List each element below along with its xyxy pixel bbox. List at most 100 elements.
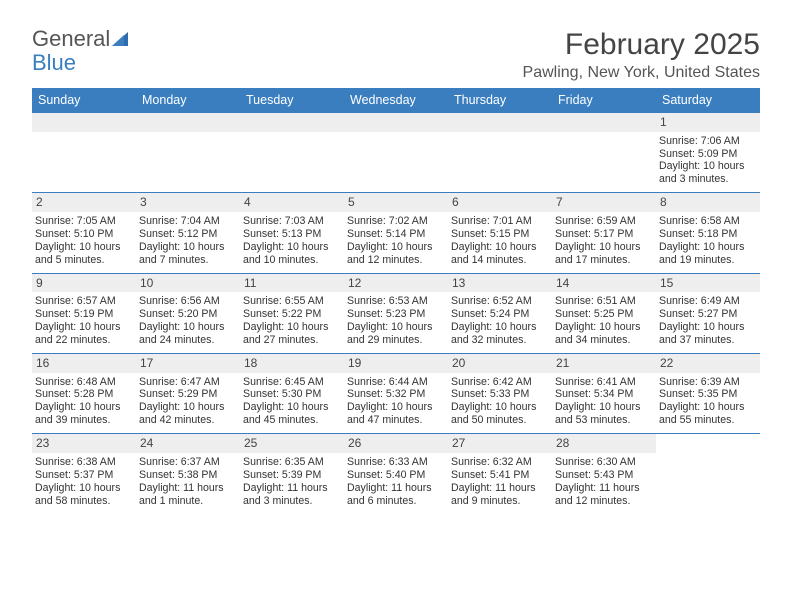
title-block: February 2025 Pawling, New York, United … (523, 28, 760, 82)
sunrise-text: Sunrise: 6:42 AM (451, 376, 549, 389)
day-number: 17 (136, 354, 240, 373)
day-number: 13 (448, 274, 552, 293)
daylight-text: and 53 minutes. (555, 414, 653, 427)
empty-day-cell (344, 113, 448, 192)
sunset-text: Sunset: 5:30 PM (243, 388, 341, 401)
sunrise-text: Sunrise: 6:30 AM (555, 456, 653, 469)
weekday-header: Tuesday (240, 89, 344, 112)
day-info: Sunrise: 6:49 AMSunset: 5:27 PMDaylight:… (659, 295, 757, 347)
empty-day-cell (448, 113, 552, 192)
day-number: 1 (656, 113, 760, 132)
day-cell: 17Sunrise: 6:47 AMSunset: 5:29 PMDayligh… (136, 354, 240, 433)
day-cell: 27Sunrise: 6:32 AMSunset: 5:41 PMDayligh… (448, 434, 552, 513)
daylight-text: and 12 minutes. (347, 254, 445, 267)
day-number: 9 (32, 274, 136, 293)
day-info: Sunrise: 6:48 AMSunset: 5:28 PMDaylight:… (35, 376, 133, 428)
sunrise-text: Sunrise: 6:59 AM (555, 215, 653, 228)
day-cell: 22Sunrise: 6:39 AMSunset: 5:35 PMDayligh… (656, 354, 760, 433)
sunrise-text: Sunrise: 6:51 AM (555, 295, 653, 308)
daylight-text: Daylight: 10 hours (243, 241, 341, 254)
empty-day-cell (656, 434, 760, 513)
daylight-text: and 1 minute. (139, 495, 237, 508)
sunrise-text: Sunrise: 6:56 AM (139, 295, 237, 308)
daylight-text: and 29 minutes. (347, 334, 445, 347)
sunrise-text: Sunrise: 6:41 AM (555, 376, 653, 389)
day-info: Sunrise: 6:42 AMSunset: 5:33 PMDaylight:… (451, 376, 549, 428)
empty-day-num-bar (552, 113, 656, 132)
week-row: 9Sunrise: 6:57 AMSunset: 5:19 PMDaylight… (32, 273, 760, 353)
weekday-header: Wednesday (344, 89, 448, 112)
day-cell: 3 Sunrise: 7:04 AMSunset: 5:12 PMDaylight… (136, 193, 240, 272)
day-number: 4 (240, 193, 344, 212)
sunset-text: Sunset: 5:12 PM (139, 228, 237, 241)
daylight-text: Daylight: 10 hours (243, 321, 341, 334)
daylight-text: and 5 minutes. (35, 254, 133, 267)
sunset-text: Sunset: 5:41 PM (451, 469, 549, 482)
weekday-header: Friday (552, 89, 656, 112)
sunrise-text: Sunrise: 7:04 AM (139, 215, 237, 228)
sunset-text: Sunset: 5:10 PM (35, 228, 133, 241)
sunrise-text: Sunrise: 6:39 AM (659, 376, 757, 389)
day-number: 5 (344, 193, 448, 212)
daylight-text: and 42 minutes. (139, 414, 237, 427)
day-number: 3 (136, 193, 240, 212)
sunrise-text: Sunrise: 6:48 AM (35, 376, 133, 389)
day-cell: 10Sunrise: 6:56 AMSunset: 5:20 PMDayligh… (136, 274, 240, 353)
sunset-text: Sunset: 5:39 PM (243, 469, 341, 482)
sunrise-text: Sunrise: 6:45 AM (243, 376, 341, 389)
day-info: Sunrise: 7:04 AMSunset: 5:12 PMDaylight:… (139, 215, 237, 267)
day-info: Sunrise: 6:38 AMSunset: 5:37 PMDaylight:… (35, 456, 133, 508)
daylight-text: and 3 minutes. (243, 495, 341, 508)
day-info: Sunrise: 7:06 AMSunset: 5:09 PMDaylight:… (659, 135, 757, 187)
header: General Blue February 2025 Pawling, New … (32, 28, 760, 82)
sunset-text: Sunset: 5:32 PM (347, 388, 445, 401)
sunrise-text: Sunrise: 6:35 AM (243, 456, 341, 469)
month-title: February 2025 (523, 28, 760, 62)
sunrise-text: Sunrise: 7:03 AM (243, 215, 341, 228)
day-info: Sunrise: 6:56 AMSunset: 5:20 PMDaylight:… (139, 295, 237, 347)
daylight-text: Daylight: 11 hours (555, 482, 653, 495)
daylight-text: Daylight: 10 hours (555, 401, 653, 414)
sunrise-text: Sunrise: 7:06 AM (659, 135, 757, 148)
daylight-text: and 55 minutes. (659, 414, 757, 427)
day-cell: 13Sunrise: 6:52 AMSunset: 5:24 PMDayligh… (448, 274, 552, 353)
daylight-text: Daylight: 10 hours (555, 241, 653, 254)
day-cell: 20Sunrise: 6:42 AMSunset: 5:33 PMDayligh… (448, 354, 552, 433)
daylight-text: Daylight: 11 hours (243, 482, 341, 495)
sunset-text: Sunset: 5:35 PM (659, 388, 757, 401)
day-number: 28 (552, 434, 656, 453)
empty-day-num-bar (448, 113, 552, 132)
sunrise-text: Sunrise: 6:52 AM (451, 295, 549, 308)
sunset-text: Sunset: 5:17 PM (555, 228, 653, 241)
day-info: Sunrise: 6:44 AMSunset: 5:32 PMDaylight:… (347, 376, 445, 428)
day-cell: 4 Sunrise: 7:03 AMSunset: 5:13 PMDaylight… (240, 193, 344, 272)
logo-sail-icon (112, 28, 132, 50)
daylight-text: Daylight: 10 hours (35, 482, 133, 495)
empty-day-num-bar (344, 113, 448, 132)
day-number: 12 (344, 274, 448, 293)
day-info: Sunrise: 6:51 AMSunset: 5:25 PMDaylight:… (555, 295, 653, 347)
weekday-header: Saturday (656, 89, 760, 112)
empty-day-num-bar (32, 113, 136, 132)
day-number: 25 (240, 434, 344, 453)
logo: General Blue (32, 28, 132, 74)
day-number: 24 (136, 434, 240, 453)
daylight-text: Daylight: 10 hours (35, 321, 133, 334)
day-info: Sunrise: 6:58 AMSunset: 5:18 PMDaylight:… (659, 215, 757, 267)
daylight-text: Daylight: 10 hours (451, 321, 549, 334)
daylight-text: and 39 minutes. (35, 414, 133, 427)
day-info: Sunrise: 6:53 AMSunset: 5:23 PMDaylight:… (347, 295, 445, 347)
day-cell: 14Sunrise: 6:51 AMSunset: 5:25 PMDayligh… (552, 274, 656, 353)
sunset-text: Sunset: 5:43 PM (555, 469, 653, 482)
daylight-text: Daylight: 10 hours (139, 241, 237, 254)
day-info: Sunrise: 6:35 AMSunset: 5:39 PMDaylight:… (243, 456, 341, 508)
day-cell: 8Sunrise: 6:58 AMSunset: 5:18 PMDaylight… (656, 193, 760, 272)
sunset-text: Sunset: 5:37 PM (35, 469, 133, 482)
day-info: Sunrise: 7:03 AMSunset: 5:13 PMDaylight:… (243, 215, 341, 267)
sunrise-text: Sunrise: 6:44 AM (347, 376, 445, 389)
sunset-text: Sunset: 5:23 PM (347, 308, 445, 321)
sunset-text: Sunset: 5:33 PM (451, 388, 549, 401)
daylight-text: Daylight: 11 hours (451, 482, 549, 495)
location: Pawling, New York, United States (523, 64, 760, 82)
sunrise-text: Sunrise: 6:37 AM (139, 456, 237, 469)
